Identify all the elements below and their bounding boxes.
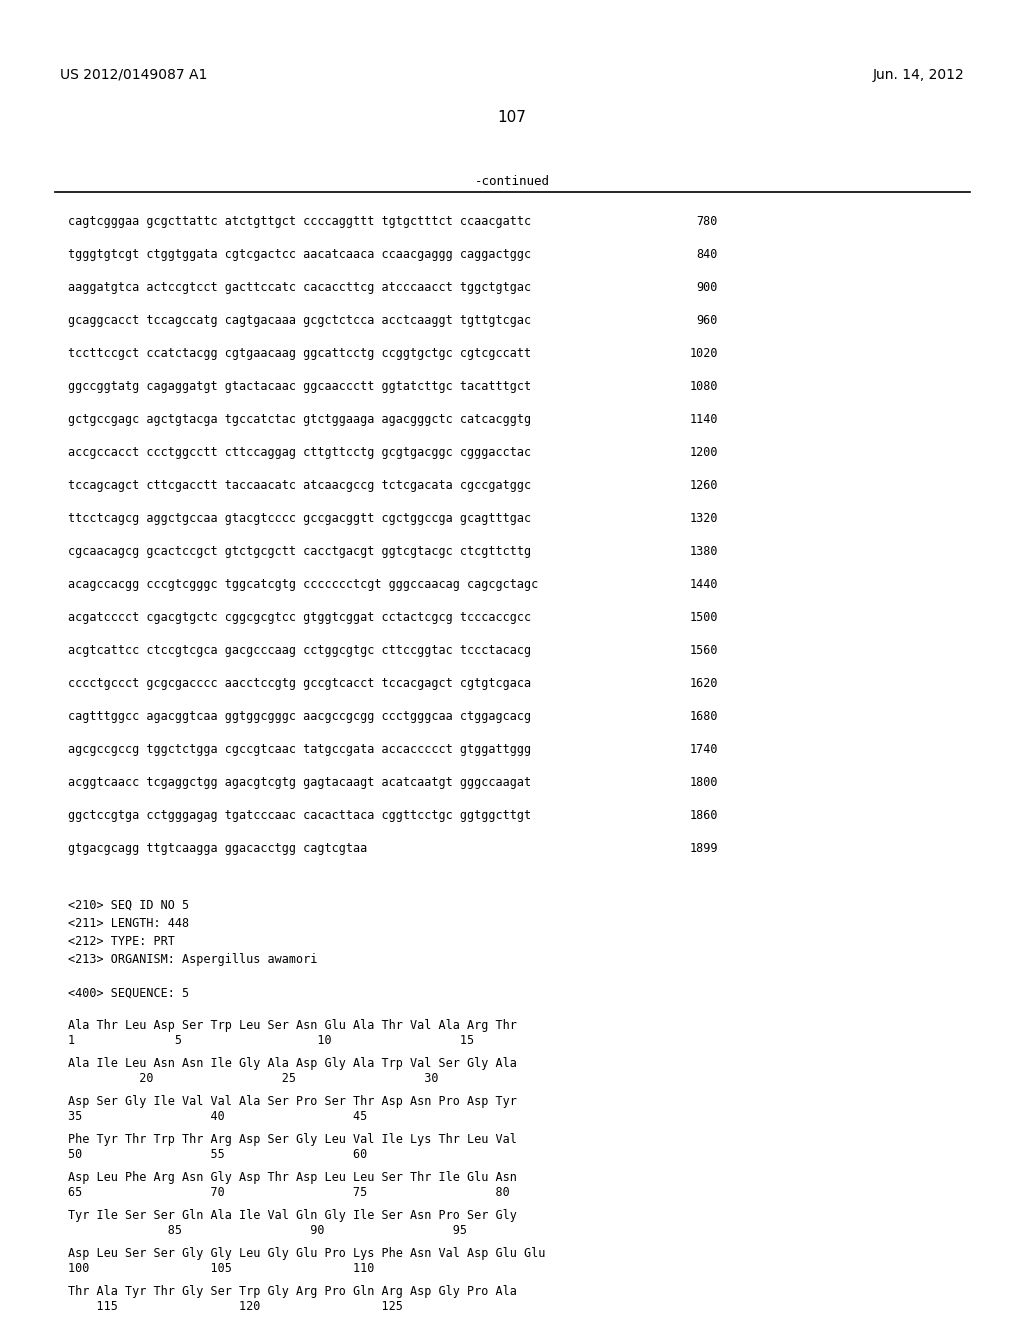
Text: 65                  70                  75                  80: 65 70 75 80 xyxy=(68,1185,510,1199)
Text: Ala Ile Leu Asn Asn Ile Gly Ala Asp Gly Ala Trp Val Ser Gly Ala: Ala Ile Leu Asn Asn Ile Gly Ala Asp Gly … xyxy=(68,1057,517,1071)
Text: 1620: 1620 xyxy=(689,677,718,690)
Text: US 2012/0149087 A1: US 2012/0149087 A1 xyxy=(60,69,208,82)
Text: gctgccgagc agctgtacga tgccatctac gtctggaaga agacgggctc catcacggtg: gctgccgagc agctgtacga tgccatctac gtctgga… xyxy=(68,413,531,426)
Text: Tyr Ile Ser Ser Gln Ala Ile Val Gln Gly Ile Ser Asn Pro Ser Gly: Tyr Ile Ser Ser Gln Ala Ile Val Gln Gly … xyxy=(68,1209,517,1222)
Text: agcgccgccg tggctctgga cgccgtcaac tatgccgata accaccccct gtggattggg: agcgccgccg tggctctgga cgccgtcaac tatgccg… xyxy=(68,743,531,756)
Text: ggctccgtga cctgggagag tgatcccaac cacacttaca cggttcctgc ggtggcttgt: ggctccgtga cctgggagag tgatcccaac cacactt… xyxy=(68,809,531,822)
Text: cgcaacagcg gcactccgct gtctgcgctt cacctgacgt ggtcgtacgc ctcgttcttg: cgcaacagcg gcactccgct gtctgcgctt cacctga… xyxy=(68,545,531,558)
Text: <210> SEQ ID NO 5: <210> SEQ ID NO 5 xyxy=(68,899,189,912)
Text: cccctgccct gcgcgacccc aacctccgtg gccgtcacct tccacgagct cgtgtcgaca: cccctgccct gcgcgacccc aacctccgtg gccgtca… xyxy=(68,677,531,690)
Text: 1320: 1320 xyxy=(689,512,718,525)
Text: acgtcattcc ctccgtcgca gacgcccaag cctggcgtgc cttccggtac tccctacacg: acgtcattcc ctccgtcgca gacgcccaag cctggcg… xyxy=(68,644,531,657)
Text: 1560: 1560 xyxy=(689,644,718,657)
Text: -continued: -continued xyxy=(474,176,550,187)
Text: tgggtgtcgt ctggtggata cgtcgactcc aacatcaaca ccaacgaggg caggactggc: tgggtgtcgt ctggtggata cgtcgactcc aacatca… xyxy=(68,248,531,261)
Text: 1800: 1800 xyxy=(689,776,718,789)
Text: 840: 840 xyxy=(696,248,718,261)
Text: 85                  90                  95: 85 90 95 xyxy=(68,1224,467,1237)
Text: acggtcaacc tcgaggctgg agacgtcgtg gagtacaagt acatcaatgt gggccaagat: acggtcaacc tcgaggctgg agacgtcgtg gagtaca… xyxy=(68,776,531,789)
Text: 100                 105                 110: 100 105 110 xyxy=(68,1262,375,1275)
Text: gtgacgcagg ttgtcaagga ggacacctgg cagtcgtaa: gtgacgcagg ttgtcaagga ggacacctgg cagtcgt… xyxy=(68,842,368,855)
Text: <400> SEQUENCE: 5: <400> SEQUENCE: 5 xyxy=(68,987,189,1001)
Text: 1140: 1140 xyxy=(689,413,718,426)
Text: 960: 960 xyxy=(696,314,718,327)
Text: 1500: 1500 xyxy=(689,611,718,624)
Text: accgccacct ccctggcctt cttccaggag cttgttcctg gcgtgacggc cgggacctac: accgccacct ccctggcctt cttccaggag cttgttc… xyxy=(68,446,531,459)
Text: 35                  40                  45: 35 40 45 xyxy=(68,1110,368,1123)
Text: acgatcccct cgacgtgctc cggcgcgtcc gtggtcggat cctactcgcg tcccaccgcc: acgatcccct cgacgtgctc cggcgcgtcc gtggtcg… xyxy=(68,611,531,624)
Text: tccagcagct cttcgacctt taccaacatc atcaacgccg tctcgacata cgccgatggc: tccagcagct cttcgacctt taccaacatc atcaacg… xyxy=(68,479,531,492)
Text: cagtttggcc agacggtcaa ggtggcgggc aacgccgcgg ccctgggcaa ctggagcacg: cagtttggcc agacggtcaa ggtggcgggc aacgccg… xyxy=(68,710,531,723)
Text: 1080: 1080 xyxy=(689,380,718,393)
Text: 1440: 1440 xyxy=(689,578,718,591)
Text: cagtcgggaa gcgcttattc atctgttgct ccccaggttt tgtgctttct ccaacgattc: cagtcgggaa gcgcttattc atctgttgct ccccagg… xyxy=(68,215,531,228)
Text: ttcctcagcg aggctgccaa gtacgtcccc gccgacggtt cgctggccga gcagtttgac: ttcctcagcg aggctgccaa gtacgtcccc gccgacg… xyxy=(68,512,531,525)
Text: Asp Leu Ser Ser Gly Gly Leu Gly Glu Pro Lys Phe Asn Val Asp Glu Glu: Asp Leu Ser Ser Gly Gly Leu Gly Glu Pro … xyxy=(68,1247,546,1261)
Text: 1200: 1200 xyxy=(689,446,718,459)
Text: 107: 107 xyxy=(498,110,526,125)
Text: <211> LENGTH: 448: <211> LENGTH: 448 xyxy=(68,917,189,931)
Text: ggccggtatg cagaggatgt gtactacaac ggcaaccctt ggtatcttgc tacatttgct: ggccggtatg cagaggatgt gtactacaac ggcaacc… xyxy=(68,380,531,393)
Text: 50                  55                  60: 50 55 60 xyxy=(68,1148,368,1162)
Text: aaggatgtca actccgtcct gacttccatc cacaccttcg atcccaacct tggctgtgac: aaggatgtca actccgtcct gacttccatc cacacct… xyxy=(68,281,531,294)
Text: Phe Tyr Thr Trp Thr Arg Asp Ser Gly Leu Val Ile Lys Thr Leu Val: Phe Tyr Thr Trp Thr Arg Asp Ser Gly Leu … xyxy=(68,1133,517,1146)
Text: Ala Thr Leu Asp Ser Trp Leu Ser Asn Glu Ala Thr Val Ala Arg Thr: Ala Thr Leu Asp Ser Trp Leu Ser Asn Glu … xyxy=(68,1019,517,1032)
Text: <213> ORGANISM: Aspergillus awamori: <213> ORGANISM: Aspergillus awamori xyxy=(68,953,317,966)
Text: Jun. 14, 2012: Jun. 14, 2012 xyxy=(872,69,964,82)
Text: 20                  25                  30: 20 25 30 xyxy=(68,1072,438,1085)
Text: Thr Ala Tyr Thr Gly Ser Trp Gly Arg Pro Gln Arg Asp Gly Pro Ala: Thr Ala Tyr Thr Gly Ser Trp Gly Arg Pro … xyxy=(68,1284,517,1298)
Text: 115                 120                 125: 115 120 125 xyxy=(68,1300,402,1313)
Text: gcaggcacct tccagccatg cagtgacaaa gcgctctcca acctcaaggt tgttgtcgac: gcaggcacct tccagccatg cagtgacaaa gcgctct… xyxy=(68,314,531,327)
Text: 900: 900 xyxy=(696,281,718,294)
Text: 1020: 1020 xyxy=(689,347,718,360)
Text: 1740: 1740 xyxy=(689,743,718,756)
Text: 1899: 1899 xyxy=(689,842,718,855)
Text: 1260: 1260 xyxy=(689,479,718,492)
Text: 1380: 1380 xyxy=(689,545,718,558)
Text: Asp Leu Phe Arg Asn Gly Asp Thr Asp Leu Leu Ser Thr Ile Glu Asn: Asp Leu Phe Arg Asn Gly Asp Thr Asp Leu … xyxy=(68,1171,517,1184)
Text: tccttccgct ccatctacgg cgtgaacaag ggcattcctg ccggtgctgc cgtcgccatt: tccttccgct ccatctacgg cgtgaacaag ggcattc… xyxy=(68,347,531,360)
Text: 1              5                   10                  15: 1 5 10 15 xyxy=(68,1034,474,1047)
Text: acagccacgg cccgtcgggc tggcatcgtg ccccccctcgt gggccaacag cagcgctagc: acagccacgg cccgtcgggc tggcatcgtg ccccccc… xyxy=(68,578,539,591)
Text: 780: 780 xyxy=(696,215,718,228)
Text: 1860: 1860 xyxy=(689,809,718,822)
Text: Asp Ser Gly Ile Val Val Ala Ser Pro Ser Thr Asp Asn Pro Asp Tyr: Asp Ser Gly Ile Val Val Ala Ser Pro Ser … xyxy=(68,1096,517,1107)
Text: 1680: 1680 xyxy=(689,710,718,723)
Text: <212> TYPE: PRT: <212> TYPE: PRT xyxy=(68,935,175,948)
